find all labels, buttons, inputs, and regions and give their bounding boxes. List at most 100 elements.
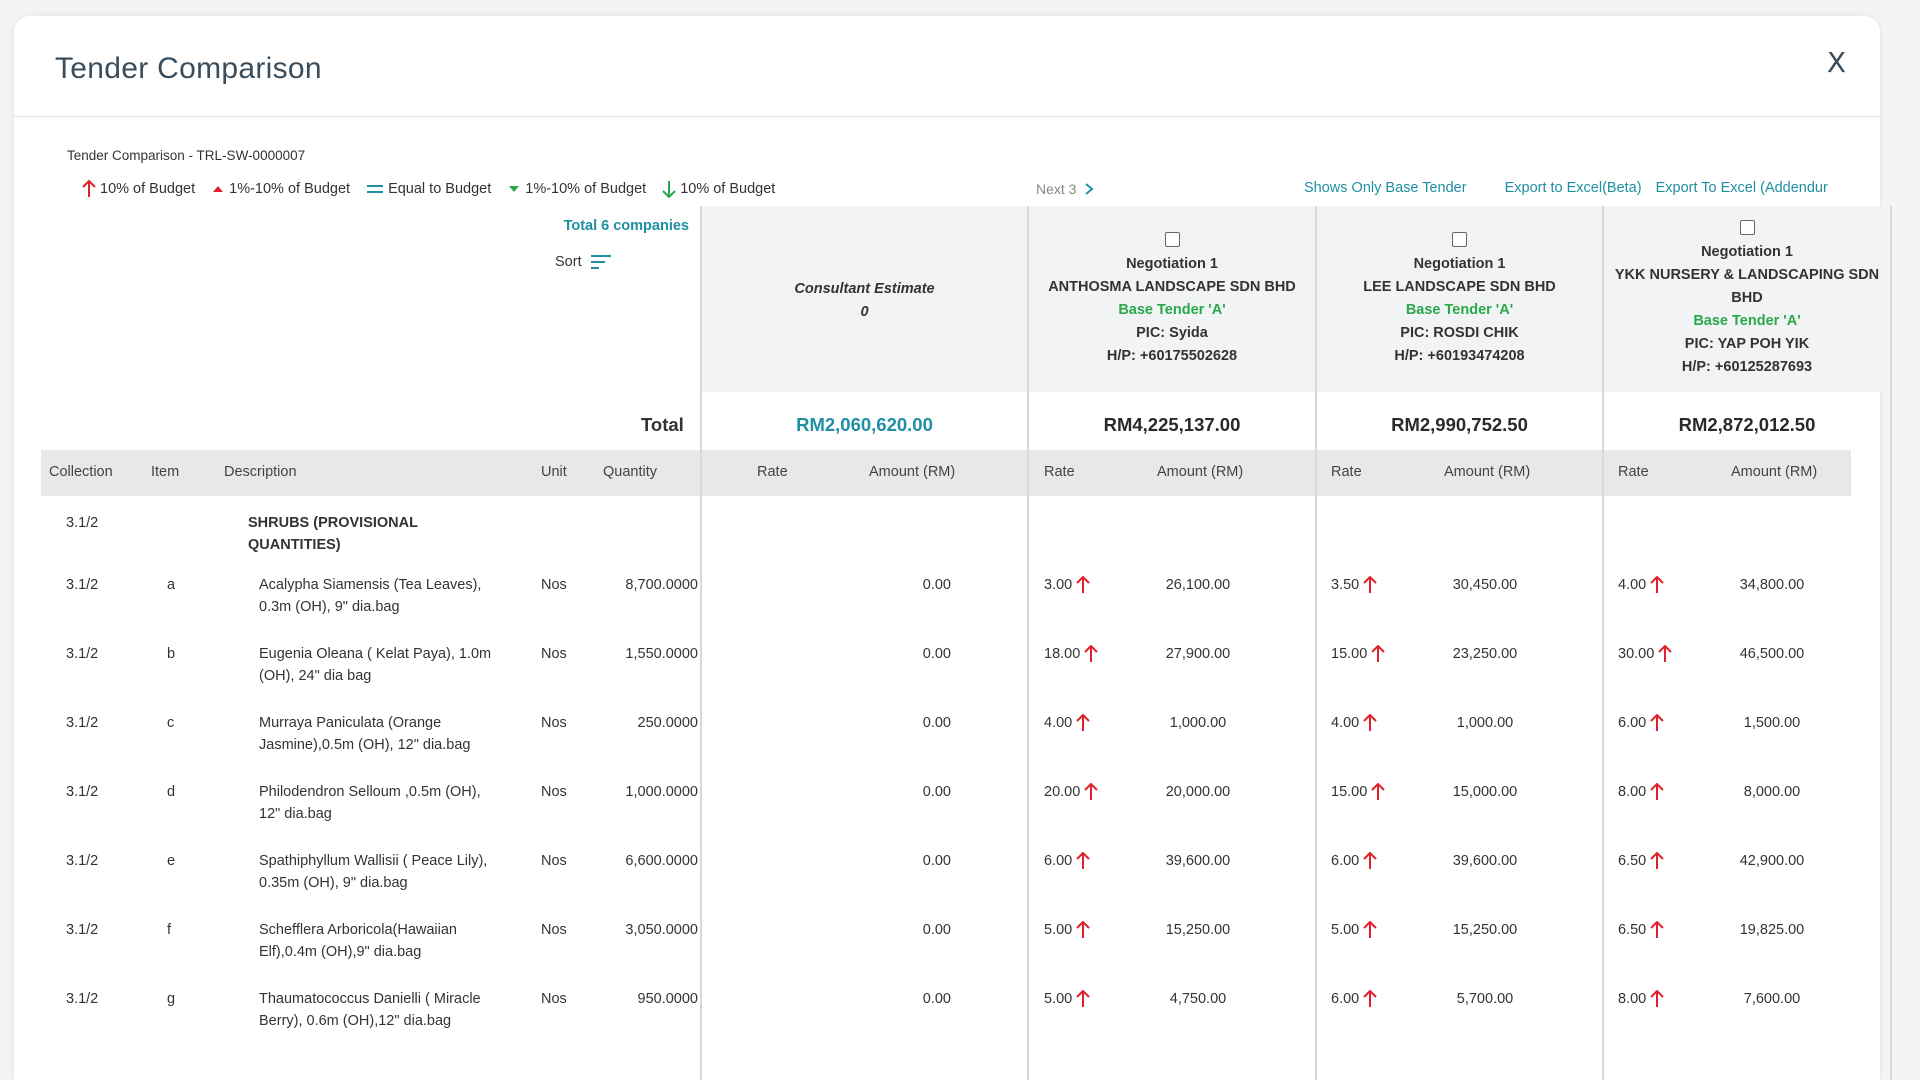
cell-item: c [167,715,175,731]
cell-collection: 3.1/2 [66,784,99,800]
vendor-phone: H/P: +60125287693 [1681,359,1813,375]
consultant-value: 0 [860,304,869,320]
cell-rate: 8.00 [1618,781,1664,803]
vendor-tag: Base Tender 'A' [1405,302,1514,318]
vendor-checkbox[interactable] [1164,232,1180,247]
arrow-up-red-icon [1084,645,1099,663]
vendor-phone: H/P: +60175502628 [1106,348,1238,364]
cell-description: Murraya Paniculata (Orange Jasmine),0.5m… [259,715,471,753]
vendor-header-2: Negotiation 1 LEE LANDSCAPE SDN BHD Base… [1317,206,1602,392]
sort-button[interactable]: Sort [555,254,612,270]
cell-amount: 1,000.00 [1169,715,1227,731]
cell-quantity: 1,550.0000 [625,646,698,662]
arrow-up-red-icon [1363,576,1377,594]
cell-collection: 3.1/2 [66,646,99,662]
cell-item: b [167,646,176,662]
top-links: Shows Only Base Tender Export to Excel(B… [1304,180,1828,196]
rate-value: 6.00 [1331,991,1360,1007]
col-description: Description [224,464,297,480]
cell-amount: 26,100.00 [1165,577,1231,593]
rate-value: 6.00 [1618,715,1647,731]
show-base-tender-link[interactable]: Shows Only Base Tender [1304,180,1467,196]
column-divider [1890,206,1892,1080]
rate-value: 15.00 [1331,646,1368,662]
column-header-row: Collection Item Description Unit Quantit… [41,450,1851,496]
rate-value: 30.00 [1618,646,1655,662]
arrow-up-red-icon [1363,852,1377,870]
vendor-checkbox[interactable] [1739,220,1755,235]
cell-consultant-amount: 0.00 [922,922,951,938]
cell-unit: Nos [541,922,567,938]
cell-collection: 3.1/2 [66,853,99,869]
rate-value: 18.00 [1044,646,1081,662]
cell-description: Acalypha Siamensis (Tea Leaves), 0.3m (O… [259,577,482,615]
cell-rate: 15.00 [1331,781,1386,803]
legend-label: 10% of Budget [100,181,196,197]
col-rate: Rate [1044,464,1075,480]
cell-quantity: 3,050.0000 [625,922,698,938]
cell-rate: 20.00 [1044,781,1099,803]
vendor-round: Negotiation 1 [1701,244,1793,260]
cell-quantity: 6,600.0000 [625,853,698,869]
cell-description: Spathiphyllum Wallisii ( Peace Lily), 0.… [259,853,488,891]
cell-consultant-amount: 0.00 [922,715,951,731]
cell-unit: Nos [541,646,567,662]
cell-amount: 7,600.00 [1743,991,1801,1007]
cell-collection: 3.1/2 [66,922,99,938]
vendor-tag: Base Tender 'A' [1693,313,1801,329]
equal-teal-icon [367,185,384,193]
triangle-down-green-icon [509,186,520,192]
cell-item: f [167,922,172,938]
arrow-up-red-icon [1076,714,1090,732]
cell-rate: 6.50 [1618,850,1664,872]
rate-value: 15.00 [1331,784,1368,800]
col-rate: Rate [1618,464,1649,480]
triangle-up-red-icon [213,186,224,192]
vendor-phone: H/P: +60193474208 [1394,348,1525,364]
column-divider [1027,206,1029,1080]
export-excel-addendum-link[interactable]: Export To Excel (Addendur [1655,180,1828,196]
cell-amount: 34,800.00 [1739,577,1805,593]
rate-value: 4.00 [1044,715,1073,731]
legend-item: 10% of Budget [662,180,775,198]
cell-rate: 4.00 [1618,574,1664,596]
arrow-up-red-icon [1658,645,1673,663]
vendor-header-3: Negotiation 1 YKK NURSERY & LANDSCAPING … [1604,206,1890,392]
cell-rate: 5.00 [1331,919,1377,941]
cell-consultant-amount: 0.00 [922,646,951,662]
cell-rate: 6.00 [1044,850,1090,872]
export-excel-beta-link[interactable]: Export to Excel(Beta) [1504,180,1642,196]
vendor-round: Negotiation 1 [1126,256,1218,272]
section-collection: 3.1/2 [66,515,99,531]
col-rate: Rate [1331,464,1362,480]
cell-rate: 4.00 [1331,712,1377,734]
arrow-up-red-icon [82,180,96,197]
rate-value: 5.00 [1331,922,1360,938]
cell-amount: 42,900.00 [1739,853,1805,869]
next-page-button[interactable]: Next 3 [1036,181,1096,197]
vendor-name: YKK NURSERY & LANDSCAPING SDN BHD [1614,267,1880,306]
cell-rate: 5.00 [1044,919,1090,941]
cell-unit: Nos [541,853,567,869]
col-amount: Amount (RM) [869,464,956,480]
header-left: Total 6 companies Sort [41,206,701,392]
vendor-total: RM4,225,137.00 [1103,414,1241,435]
legend-label: 1%-10% of Budget [525,181,647,197]
cell-rate: 6.50 [1618,919,1664,941]
col-amount: Amount (RM) [1731,464,1818,480]
vendor-checkbox[interactable] [1452,232,1467,247]
cell-amount: 27,900.00 [1165,646,1231,662]
cell-collection: 3.1/2 [66,577,99,593]
modal-title: Tender Comparison [55,52,322,85]
sort-icon [590,255,611,269]
cell-rate: 6.00 [1618,712,1664,734]
cell-rate: 8.00 [1618,988,1664,1010]
arrow-up-red-icon [1650,990,1664,1008]
close-button[interactable]: X [1826,46,1846,79]
rate-value: 4.00 [1618,577,1647,593]
vendor-round: Negotiation 1 [1413,256,1506,272]
arrow-up-red-icon [1363,714,1377,732]
cell-amount: 5,700.00 [1456,991,1514,1007]
cell-amount: 46,500.00 [1739,646,1805,662]
column-divider [1602,206,1604,1080]
